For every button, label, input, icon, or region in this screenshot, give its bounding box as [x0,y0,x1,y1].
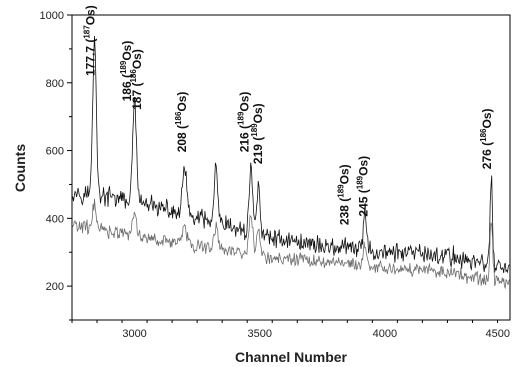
x-tick-label: 3500 [247,328,271,340]
x-axis: 3000 3500 4000 4500 [71,320,510,340]
x-axis-title: Channel Number [235,349,348,365]
peak-label: 208 (186Os) [174,92,189,153]
x-tick-label: 4000 [373,328,397,340]
y-tick-label: 600 [46,146,64,158]
x-tick-label: 3000 [122,328,146,340]
peak-label: 219 (189Os) [250,103,265,164]
peak-label: 245 (189Os) [355,156,370,217]
y-axis: 200 400 600 800 1000 [40,10,72,321]
plot-frame [71,14,511,321]
peak-label: 238 (189Os) [337,164,352,225]
peak-label: 216 (189Os) [237,92,252,153]
y-tick-label: 200 [46,281,64,293]
series-layer [72,35,510,290]
y-tick-label: 400 [46,213,64,225]
y-axis-title: Counts [12,144,28,192]
x-tick-label: 4500 [486,328,510,340]
peak-annotations: 177.7 (187Os) 186 (189Os)187 (186Os) 208 (… [83,5,495,225]
peak-label: 177.7 (187Os) [83,5,98,76]
peak-label: 186 (189Os) [119,41,134,102]
peak-label: 276 (186Os) [479,108,494,169]
spectrum-line [72,35,510,274]
y-tick-label: 1000 [40,10,64,22]
peak-label: 187 (186Os) [129,49,144,110]
y-tick-label: 800 [46,78,64,90]
spectrum-line [72,198,510,290]
